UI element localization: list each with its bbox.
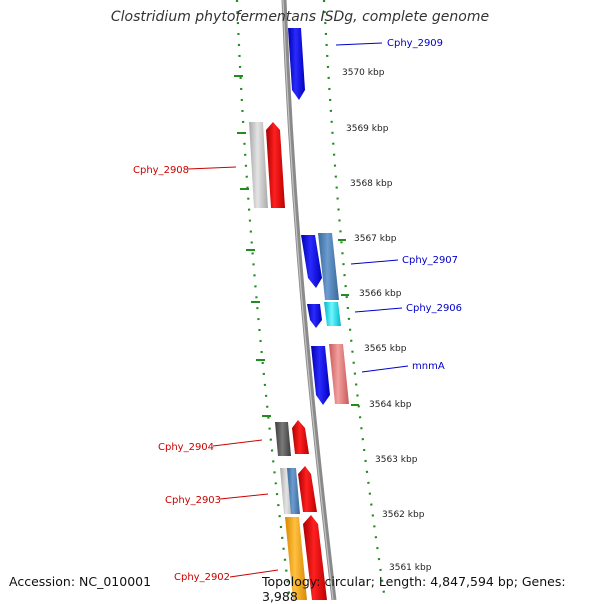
tick-label: 3563 kbp [375,455,418,465]
gc-bars [234,75,359,417]
gene-mnma[interactable] [329,344,349,404]
gene-cphy-2906-blue[interactable] [307,304,322,328]
tick-label: 3561 kbp [389,563,432,573]
gene-cphy-2909[interactable] [288,28,305,100]
gene-label: Cphy_2908 [133,165,189,176]
gene-cphy-2907[interactable] [318,233,339,300]
gene-label: mnmA [412,361,445,372]
genome-backbone [281,0,337,600]
tick-label: 3567 kbp [354,234,397,244]
gene-cphy-2903-steel[interactable] [287,468,300,514]
gene-cphy-2902-orange[interactable] [285,517,307,600]
gene-cphy-2904-dark[interactable] [275,422,291,456]
map-title: Clostridium phytofermentans ISDg, comple… [110,9,490,25]
accession-label: Accession: NC_010001 [9,574,152,589]
gene-cphy-2902[interactable] [303,515,327,600]
gc-skew-left [235,0,292,600]
gene-label: Cphy_2906 [406,303,462,314]
tick-label: 3562 kbp [382,510,425,520]
label-leaders [187,42,409,578]
tick-label: 3568 kbp [350,179,393,189]
tick-label: 3569 kbp [346,124,389,134]
tick-label: 3570 kbp [342,68,385,78]
position-ticks: 3570 kbp 3569 kbp 3568 kbp 3567 kbp 3566… [342,68,432,573]
gene-cphy-2908-pseudo[interactable] [249,122,268,208]
gene-cphy-2907-blue[interactable] [301,235,322,288]
gene-cphy-2908[interactable] [266,122,285,208]
tick-label: 3564 kbp [369,400,412,410]
gene-label: Cphy_2909 [387,38,443,49]
gene-cphy-2903[interactable] [298,466,317,512]
tick-label: 3566 kbp [359,289,402,299]
gene-mnma-blue[interactable] [311,346,330,405]
tick-label: 3565 kbp [364,344,407,354]
gene-cphy-2904[interactable] [292,420,309,454]
gene-label: Cphy_2907 [402,255,458,266]
gene-label: Cphy_2902 [174,572,230,583]
gene-cphy-2906[interactable] [324,302,341,326]
gene-labels: Cphy_2909 Cphy_2908 Cphy_2907 Cphy_2906 … [133,38,462,583]
gene-label: Cphy_2903 [165,495,221,506]
gene-label: Cphy_2904 [158,442,214,453]
